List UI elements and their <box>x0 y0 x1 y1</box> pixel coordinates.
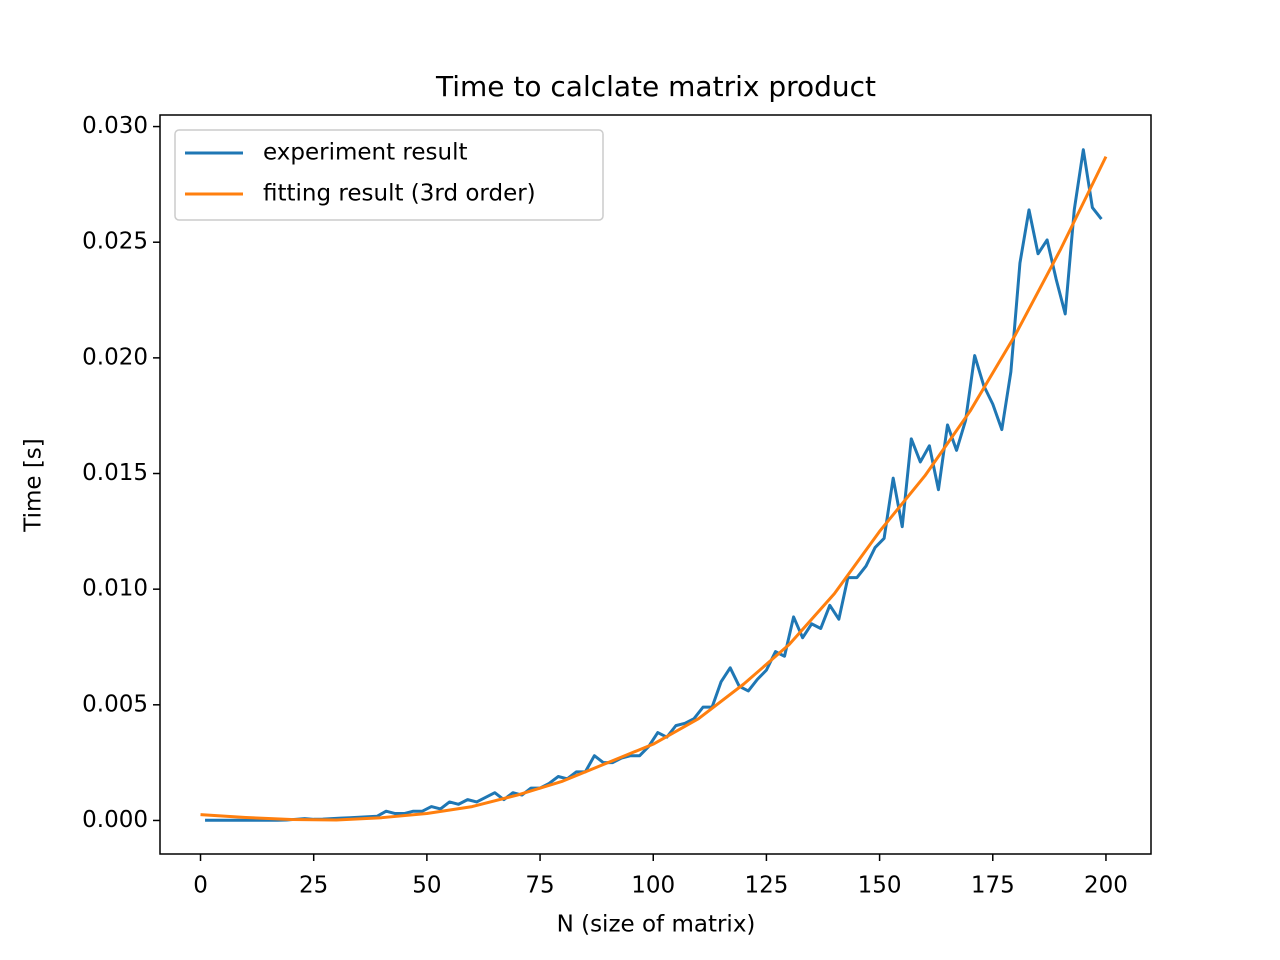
x-tick-label: 100 <box>631 873 675 899</box>
series-line <box>205 148 1103 822</box>
legend-label: fitting result (3rd order) <box>263 181 536 207</box>
series-line <box>200 155 1108 822</box>
y-tick-label: 0.000 <box>82 807 148 833</box>
y-tick-label: 0.025 <box>82 229 148 255</box>
x-tick-label: 0 <box>193 873 208 899</box>
x-tick-label: 75 <box>525 873 554 899</box>
x-tick-label: 25 <box>299 873 328 899</box>
y-tick-label: 0.020 <box>82 344 148 370</box>
y-tick-label: 0.030 <box>82 113 148 139</box>
y-tick-label: 0.005 <box>82 691 148 717</box>
x-tick-label: 150 <box>858 873 902 899</box>
y-axis-label: Time [s] <box>21 438 47 533</box>
y-tick-label: 0.015 <box>82 460 148 486</box>
y-tick-label: 0.010 <box>82 576 148 602</box>
x-tick-label: 200 <box>1084 873 1128 899</box>
x-tick-label: 125 <box>744 873 788 899</box>
x-axis-label: N (size of matrix) <box>557 912 756 938</box>
x-tick-label: 175 <box>971 873 1015 899</box>
legend-box <box>174 129 604 221</box>
chart-title: Time to calclate matrix product <box>435 70 876 103</box>
plot-frame <box>159 114 1152 855</box>
legend-label: experiment result <box>263 140 467 166</box>
x-tick-label: 50 <box>412 873 441 899</box>
